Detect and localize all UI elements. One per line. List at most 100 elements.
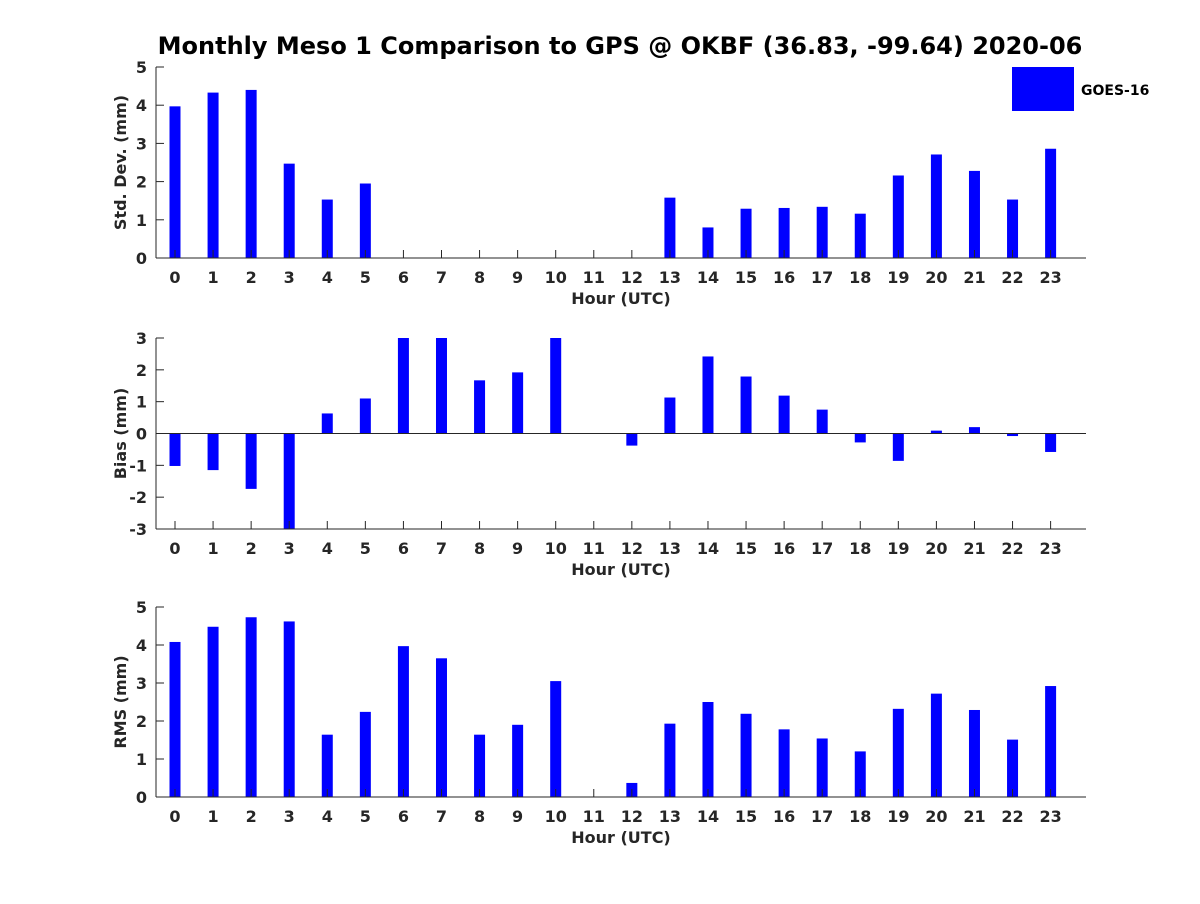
bar-std-dev-21 (968, 170, 980, 258)
x-tick-label: 3 (284, 539, 295, 558)
bar-bias-16 (778, 395, 790, 434)
y-tick-label: 1 (136, 211, 147, 230)
bar-rms-21 (968, 709, 980, 797)
bar-rms-3 (283, 621, 295, 797)
bar-bias-22 (1007, 433, 1019, 437)
x-tick-label: 8 (474, 268, 485, 287)
bar-bias-3 (283, 433, 295, 529)
bar-bias-9 (512, 372, 524, 434)
bar-std-dev-19 (892, 175, 904, 258)
x-axis-label: Hour (UTC) (571, 828, 671, 847)
bar-rms-10 (550, 681, 562, 797)
bar-bias-14 (702, 356, 714, 434)
bar-std-dev-22 (1007, 199, 1019, 258)
bar-std-dev-13 (664, 197, 676, 258)
bar-rms-15 (740, 713, 752, 797)
bar-bias-6 (397, 338, 409, 434)
bar-rms-8 (474, 734, 486, 797)
bar-rms-4 (321, 734, 333, 797)
bar-std-dev-15 (740, 208, 752, 258)
y-tick-label: -3 (129, 520, 147, 539)
x-tick-label: 23 (1039, 807, 1061, 826)
y-tick-label: 4 (136, 96, 147, 115)
bar-rms-18 (854, 751, 866, 797)
x-tick-label: 18 (849, 539, 871, 558)
bar-bias-12 (626, 433, 638, 446)
x-tick-label: 1 (207, 807, 218, 826)
x-tick-label: 0 (169, 807, 180, 826)
x-tick-label: 2 (246, 807, 257, 826)
bar-bias-17 (816, 409, 828, 434)
y-tick-label: 1 (136, 393, 147, 412)
x-tick-label: 14 (697, 539, 719, 558)
bar-rms-9 (512, 724, 524, 797)
x-tick-label: 1 (207, 268, 218, 287)
bar-bias-23 (1045, 433, 1057, 452)
y-tick-label: 0 (136, 788, 147, 807)
x-tick-label: 16 (773, 539, 795, 558)
y-tick-label: -1 (129, 456, 147, 475)
bar-bias-20 (930, 430, 942, 434)
x-tick-label: 21 (963, 539, 985, 558)
x-tick-label: 17 (811, 807, 833, 826)
x-tick-label: 5 (360, 807, 371, 826)
x-tick-label: 10 (545, 539, 567, 558)
x-tick-label: 18 (849, 807, 871, 826)
x-tick-label: 20 (925, 807, 947, 826)
y-tick-label: 1 (136, 750, 147, 769)
y-axis-label: Bias (mm) (111, 388, 130, 480)
bar-std-dev-0 (169, 106, 181, 258)
y-tick-label: 2 (136, 173, 147, 192)
x-tick-label: 12 (621, 268, 643, 287)
x-tick-label: 7 (436, 539, 447, 558)
x-tick-label: 21 (963, 268, 985, 287)
x-tick-label: 20 (925, 539, 947, 558)
x-tick-label: 21 (963, 807, 985, 826)
y-tick-label: 3 (136, 134, 147, 153)
legend: GOES-16 (1012, 67, 1149, 111)
x-tick-label: 16 (773, 807, 795, 826)
x-tick-label: 3 (284, 268, 295, 287)
y-tick-label: 3 (136, 329, 147, 348)
x-tick-label: 17 (811, 539, 833, 558)
bar-rms-16 (778, 729, 790, 797)
y-tick-label: 2 (136, 712, 147, 731)
bar-rms-20 (930, 693, 942, 797)
bar-std-dev-17 (816, 206, 828, 258)
legend-label: GOES-16 (1081, 83, 1149, 99)
x-tick-label: 3 (284, 807, 295, 826)
y-tick-label: 2 (136, 361, 147, 380)
x-tick-label: 14 (697, 807, 719, 826)
bar-rms-19 (892, 708, 904, 797)
x-tick-label: 10 (545, 807, 567, 826)
bar-rms-7 (435, 658, 447, 797)
bar-std-dev-5 (359, 183, 371, 258)
x-tick-label: 12 (621, 807, 643, 826)
bar-bias-10 (550, 338, 562, 434)
x-tick-label: 13 (659, 807, 681, 826)
bar-bias-0 (169, 433, 181, 466)
bar-std-dev-20 (930, 154, 942, 258)
x-tick-label: 7 (436, 807, 447, 826)
bar-bias-2 (245, 433, 257, 489)
x-tick-label: 0 (169, 539, 180, 558)
x-tick-label: 22 (1001, 807, 1023, 826)
bar-bias-15 (740, 376, 752, 434)
x-tick-label: 13 (659, 268, 681, 287)
x-tick-label: 22 (1001, 268, 1023, 287)
bar-rms-22 (1007, 739, 1019, 797)
bar-rms-5 (359, 711, 371, 797)
x-tick-label: 23 (1039, 539, 1061, 558)
x-tick-label: 1 (207, 539, 218, 558)
x-axis-label: Hour (UTC) (571, 560, 671, 579)
bar-bias-5 (359, 398, 371, 434)
bar-bias-13 (664, 397, 676, 434)
bar-bias-7 (435, 338, 447, 434)
y-axis-label: Std. Dev. (mm) (111, 95, 130, 230)
x-tick-label: 15 (735, 268, 757, 287)
y-axis-label: RMS (mm) (111, 655, 130, 748)
